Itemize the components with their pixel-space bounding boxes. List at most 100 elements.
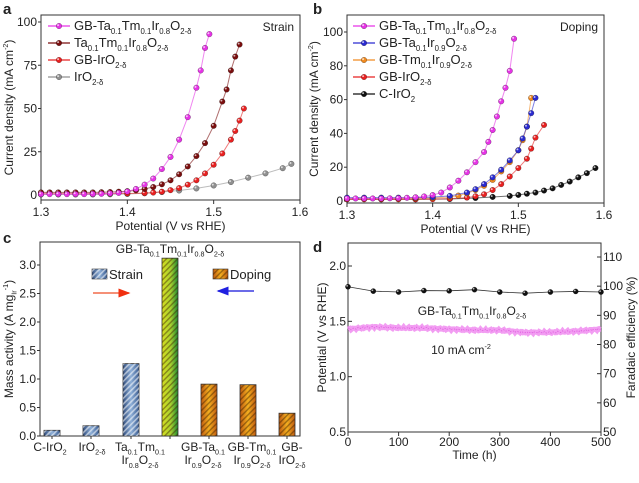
data-point <box>532 134 539 141</box>
data-point <box>158 181 165 188</box>
data-point-highlight <box>490 195 493 198</box>
y-tick-label: 50 <box>24 102 38 116</box>
data-point-highlight <box>529 111 532 114</box>
data-point-highlight <box>413 195 416 198</box>
data-point-highlight <box>56 192 59 195</box>
data-point-highlight <box>194 178 197 181</box>
data-point <box>481 191 488 198</box>
data-point <box>193 84 200 91</box>
top-bar-label: GB-Ta0.1Tm0.1Ir0.8O2-δ <box>116 242 224 259</box>
data-point <box>236 41 243 48</box>
faradaic-point <box>395 289 402 295</box>
legend-marker <box>55 39 63 47</box>
data-point <box>210 182 217 189</box>
data-point <box>519 135 526 142</box>
faradaic-point <box>522 290 528 297</box>
data-point <box>141 181 148 188</box>
panel-label-a: a <box>3 1 12 18</box>
data-point <box>55 191 62 198</box>
data-point <box>81 191 88 198</box>
data-point <box>369 195 376 202</box>
y-tick-label: 1.0 <box>19 372 36 386</box>
annotation: Strain <box>263 20 294 34</box>
annotation-current: 10 mA cm-2 <box>431 342 491 357</box>
data-point-highlight <box>142 182 145 185</box>
data-point-highlight <box>237 42 240 45</box>
data-point <box>566 178 573 185</box>
legend-marker-highlight <box>362 58 365 61</box>
data-point <box>429 192 436 199</box>
faradaic-point-highlight <box>447 289 450 291</box>
legend-marker-highlight <box>362 75 365 78</box>
x-tick-label: 1.4 <box>424 208 441 222</box>
panel-a-frame <box>40 14 301 201</box>
annotation: Doping <box>560 20 598 34</box>
data-point-highlight <box>490 188 493 191</box>
legend-label: IrO2-δ <box>74 69 104 87</box>
data-point <box>498 166 505 173</box>
data-point <box>158 188 165 195</box>
data-point-highlight <box>370 196 373 199</box>
data-point <box>46 191 53 198</box>
data-point-highlight <box>177 186 180 189</box>
faradaic-point <box>446 287 453 294</box>
y2-axis-label: Faradaic efficiency (%) <box>624 277 638 399</box>
data-point-highlight <box>520 136 523 139</box>
y-tick-label: 0 <box>30 188 37 202</box>
faradaic-point-highlight <box>371 289 374 292</box>
data-point-highlight <box>576 175 579 178</box>
data-point <box>575 174 582 181</box>
data-point <box>232 53 239 60</box>
legend-marker <box>360 90 368 98</box>
legend-label: Ta0.1Tm0.1Ir0.8O2-δ <box>74 35 169 53</box>
data-point <box>489 126 496 134</box>
x-tick-label: GB-Tm0.1 Ir0.9O2-δ <box>228 440 277 470</box>
y-tick-label: 100 <box>17 15 37 29</box>
legend-marker <box>55 73 63 81</box>
data-point <box>485 138 492 145</box>
legend-marker <box>360 56 368 64</box>
y2-tick-label: 110 <box>603 250 622 264</box>
bar-hatch <box>201 384 217 436</box>
y-tick-label: 0.5 <box>329 425 346 439</box>
data-point-highlight <box>203 171 206 174</box>
y-tick-label: 2.0 <box>329 259 346 273</box>
data-point-highlight <box>220 151 223 154</box>
data-point <box>446 192 453 199</box>
legend-marker-highlight <box>57 41 60 44</box>
data-point <box>115 189 122 196</box>
data-point-highlight <box>490 128 493 131</box>
data-point <box>150 175 157 182</box>
data-point-highlight <box>134 187 137 190</box>
x-axis-label: Potential (V vs RHE) <box>420 222 530 236</box>
data-point <box>167 177 174 184</box>
x-tick-label: Ta0.1Tm0.1 Ir0.8O2-δ <box>115 440 165 470</box>
data-point-highlight <box>447 185 450 188</box>
legend-swatch-hatch <box>213 269 228 279</box>
data-point <box>262 170 269 177</box>
legend-marker <box>55 56 63 64</box>
data-point <box>583 170 590 177</box>
data-point-highlight <box>194 186 197 189</box>
data-point-highlight <box>194 154 197 157</box>
data-point-highlight <box>533 135 536 138</box>
data-point <box>412 194 419 201</box>
data-point-highlight <box>533 190 536 193</box>
x-axis-label: Potential (V vs RHE) <box>115 219 225 233</box>
y2-tick-label: 90 <box>603 308 617 322</box>
data-point-highlight <box>465 170 468 173</box>
data-point-highlight <box>507 158 510 161</box>
y-axis-label: Mass activity (A mgIr-1) <box>1 280 18 398</box>
data-point <box>549 185 556 192</box>
bar-hatch <box>83 425 99 436</box>
faradaic-point <box>370 288 377 294</box>
data-point <box>361 195 368 202</box>
data-point-highlight <box>246 175 249 178</box>
bar-hatch <box>240 384 256 436</box>
panel-label-d: d <box>313 239 322 256</box>
data-point <box>532 94 539 101</box>
data-point-highlight <box>345 196 348 199</box>
data-point <box>481 181 488 188</box>
y-tick-label: 3.0 <box>19 258 36 272</box>
x-tick-label: 1.4 <box>119 205 136 219</box>
